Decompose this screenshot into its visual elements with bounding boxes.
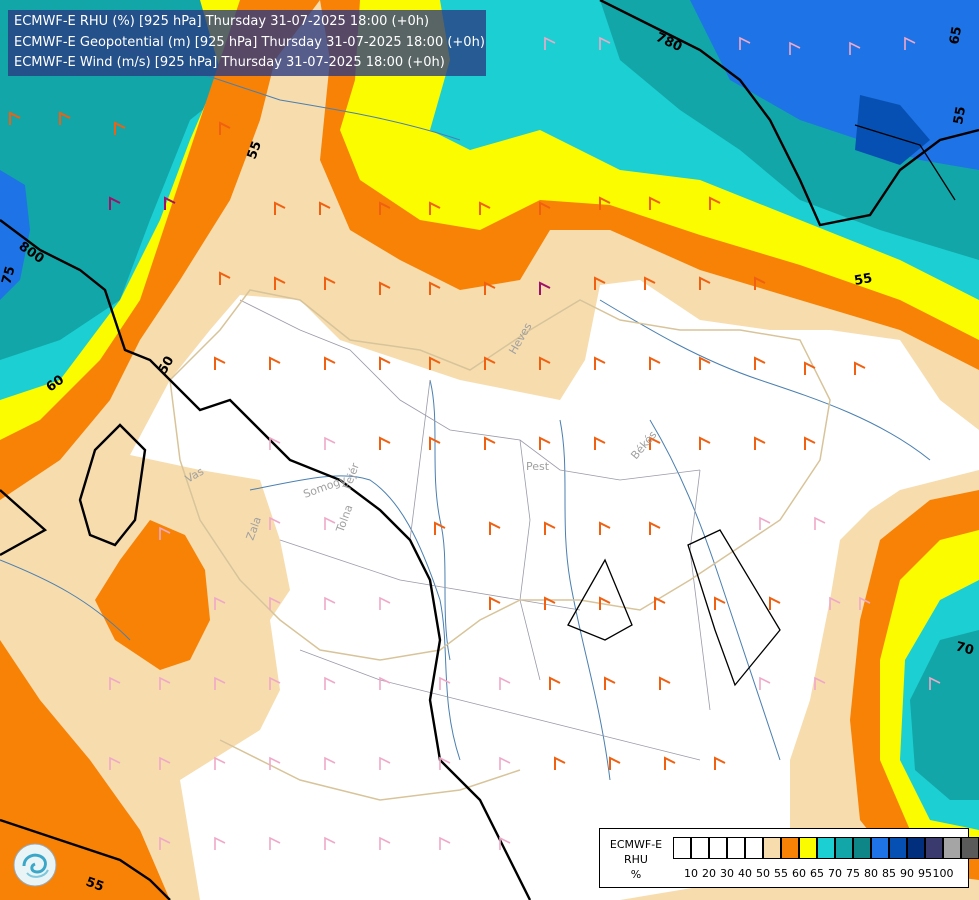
- legend-tick-label: 80: [864, 867, 878, 880]
- rhu-75-band-east: [910, 630, 979, 800]
- legend-color-cell: [889, 837, 907, 859]
- region-label-pest: Pest: [526, 460, 550, 473]
- rhu-60-blob-west: [95, 520, 210, 670]
- legend-tick-label: 55: [774, 867, 788, 880]
- legend-title-model: ECMWF-E: [609, 838, 663, 851]
- rhu-85-area-northeast: [855, 95, 930, 165]
- legend-tick-label: 30: [720, 867, 734, 880]
- contour-label: 55: [84, 875, 106, 895]
- legend-color-cell: [943, 837, 961, 859]
- legend-color-cell: [817, 837, 835, 859]
- contour-label: 55: [853, 271, 873, 289]
- legend-color-cell: [871, 837, 889, 859]
- southern-border: [219, 739, 521, 801]
- legend-title-var: RHU: [624, 853, 648, 866]
- legend-tick-label: 50: [756, 867, 770, 880]
- legend-color-cell: [907, 837, 925, 859]
- legend-color-cell: [727, 837, 745, 859]
- admin-borders: [239, 299, 711, 761]
- legend-tick-label: 95: [918, 867, 932, 880]
- map-title-box: ECMWF-E RHU (%) [925 hPa] Thursday 31-07…: [8, 10, 486, 76]
- rhu-80-area-west: [0, 170, 30, 300]
- wind-title: ECMWF-E Wind (m/s) [925 hPa] Thursday 31…: [14, 55, 445, 70]
- legend-tick-label: 60: [792, 867, 806, 880]
- contour-label: 70: [954, 639, 975, 658]
- minor-contours: [567, 124, 956, 687]
- legend-color-cell: [673, 837, 691, 859]
- ecmwf-swirl-icon: [13, 843, 57, 887]
- legend-color-cell: [745, 837, 763, 859]
- contour-label: 55: [951, 105, 969, 125]
- wind-barbs-dark: [109, 196, 551, 295]
- legend-tick-label: 10: [684, 867, 698, 880]
- legend-tick-label: 100: [932, 867, 954, 880]
- legend-title-unit: %: [630, 868, 642, 881]
- wind-barbs-orange: [9, 111, 866, 770]
- contour-label: 75: [0, 265, 19, 286]
- contour-label: 65: [947, 25, 965, 45]
- legend-tick-label: 90: [900, 867, 914, 880]
- legend-color-cell: [709, 837, 727, 859]
- geopotential-title: ECMWF-E Geopotential (m) [925 hPa] Thurs…: [14, 34, 485, 50]
- legend-tick-label: 85: [882, 867, 896, 880]
- legend-tick-label: 40: [738, 867, 752, 880]
- legend-color-cell: [961, 837, 979, 859]
- legend-color-cell: [925, 837, 943, 859]
- legend-tick-label: 70: [828, 867, 842, 880]
- national-border: [169, 289, 831, 661]
- legend-title: ECMWF-E RHU %: [604, 837, 668, 882]
- legend-tick-label: 20: [702, 867, 716, 880]
- legend-tick-label: 75: [846, 867, 860, 880]
- contour-label: 55: [245, 139, 265, 161]
- legend-color-cell: [691, 837, 709, 859]
- legend-color-bar: [673, 837, 979, 859]
- legend-color-cell: [853, 837, 871, 859]
- legend-color-cell: [799, 837, 817, 859]
- rhu-below-50-area: [130, 280, 979, 900]
- rhu-legend: ECMWF-E RHU % 10 20 30 40 50 55 60 65 70 75 80 85 90…: [599, 828, 979, 888]
- wind-barbs-pink: [109, 36, 941, 850]
- legend-color-cell: [781, 837, 799, 859]
- legend-tick-label: 65: [810, 867, 824, 880]
- legend-color-cell: [835, 837, 853, 859]
- legend-color-cell: [763, 837, 781, 859]
- rhu-title: ECMWF-E RHU (%) [925 hPa] Thursday 31-07…: [14, 14, 430, 29]
